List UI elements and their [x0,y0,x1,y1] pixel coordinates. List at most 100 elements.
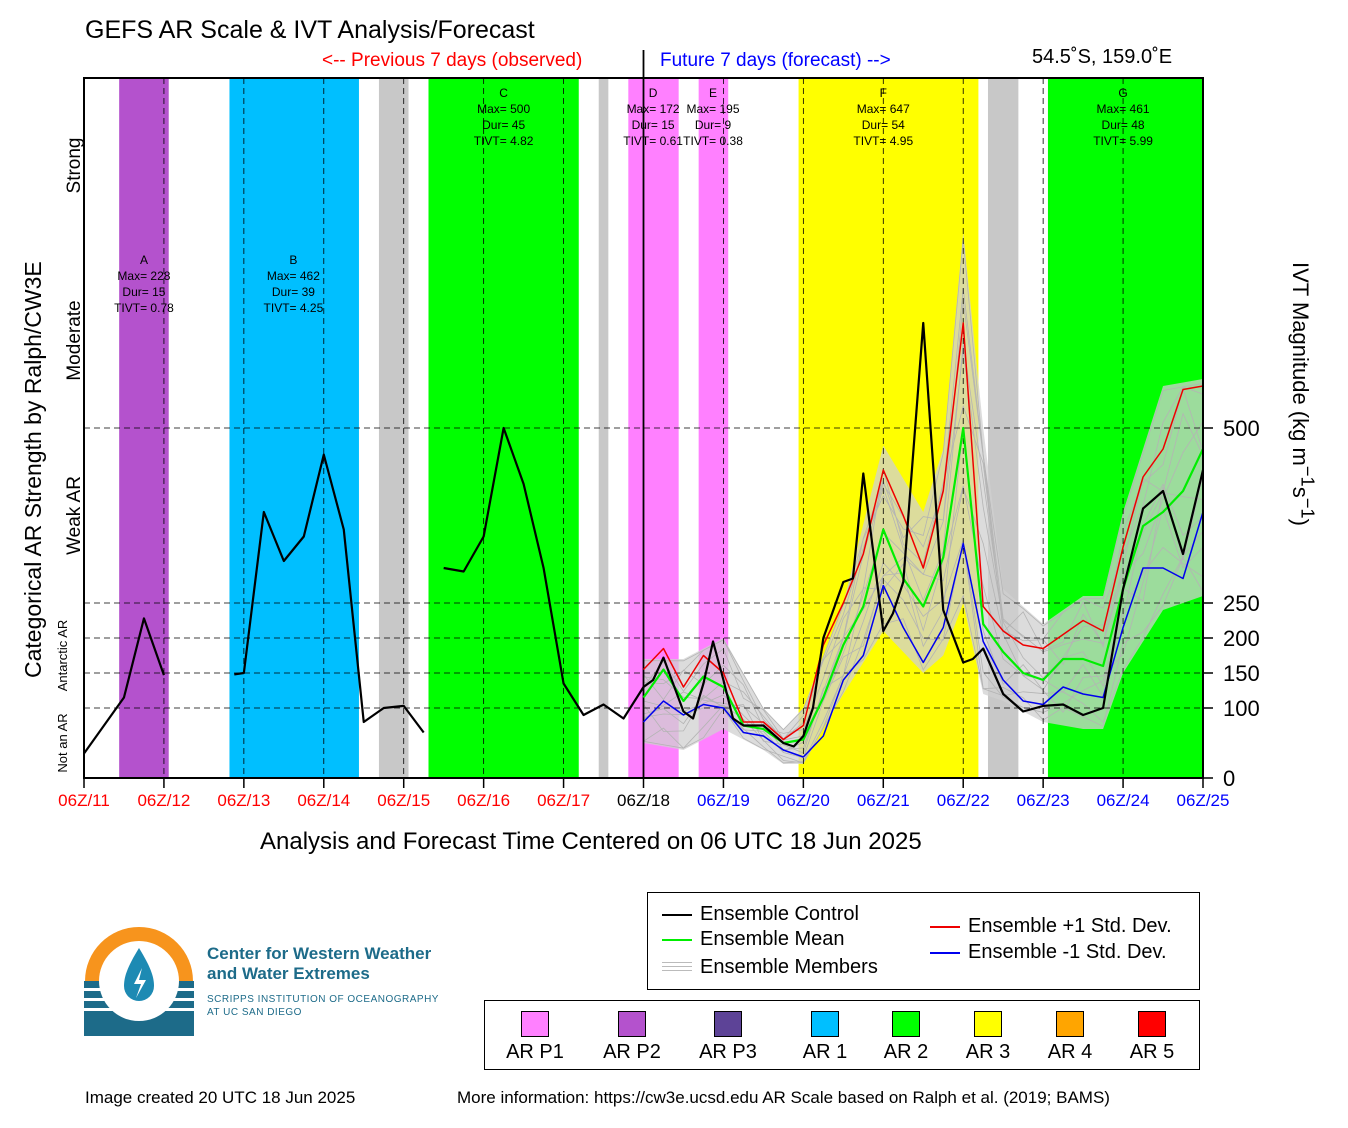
category-swatch [1056,1011,1084,1037]
member-line [643,239,1203,740]
ar-event-text: Max= 500 [477,102,530,116]
y-axis-title-right: IVT Magnitude (kg m−1s−1) [1287,262,1318,526]
y-axis-title-left: Categorical AR Strength by Ralph/CW3E [20,261,46,678]
ar-event-text: Dur= 9 [695,118,732,132]
category-label: AR 1 [802,1041,848,1063]
member-envelope [643,232,1203,764]
org-affiliation-line1: SCRIPPS INSTITUTION OF OCEANOGRAPHY [207,994,439,1005]
org-name-line1: Center for Western Weather [207,944,432,963]
ar-event-text: Max= 461 [1097,102,1150,116]
category-swatch [974,1011,1002,1037]
x-tick-label: 06Z/19 [697,791,750,810]
member-line [643,301,1203,740]
ar-event-text: Max= 172 [627,102,680,116]
legend-swatch-plus-std [930,925,960,928]
series-line-ensemble-control [443,321,1203,748]
category-label: AR 4 [1047,1041,1093,1063]
category-ar-p3: AR P3 [688,1011,768,1064]
ar-event-text: Max= 228 [117,269,170,283]
legend-item-mean: Ensemble Mean [662,928,845,951]
org-name-line2: and Water Extremes [207,964,370,983]
x-tick-label: 06Z/14 [297,791,350,810]
y-tick-label: 150 [1223,661,1260,686]
x-tick-label: 06Z/11 [58,791,110,810]
legend-swatch-minus-std [930,951,960,954]
x-tick-label: 06Z/15 [377,791,430,810]
image-created-note: Image created 20 UTC 18 Jun 2025 [85,1088,356,1107]
org-affiliation-line2: AT UC SAN DIEGO [207,1007,302,1018]
y-tick-label: 100 [1223,696,1260,721]
grid-lines [84,50,1203,778]
category-label: AR 5 [1129,1041,1175,1063]
ar-event-text: D [649,86,658,100]
y-axis-title-right-text: IVT Magnitude (kg m−1s−1) [1287,262,1318,526]
member-line [643,541,1203,764]
x-tick-label: 06Z/21 [857,791,910,810]
ar-event-text: TIVT= 0.61 [623,134,683,148]
ar-event-text: G [1118,86,1127,100]
previous-period-label: <-- Previous 7 days (observed) [322,50,583,71]
ar-event-text: TIVT= 4.95 [853,134,913,148]
y-tick-label: 0 [1223,766,1235,791]
legend-item-minus-std: Ensemble -1 Std. Dev. [930,941,1167,964]
series-line-ensemble-control [84,617,165,755]
ar-event-text: Dur= 15 [632,118,675,132]
ar-event-text: TIVT= 0.78 [114,301,174,315]
ar-event-text: C [499,86,508,100]
ar-event-text: TIVT= 4.82 [474,134,534,148]
legend-swatch-mean [662,938,692,941]
legend-swatch-control [662,913,692,916]
chart-title: GEFS AR Scale & IVT Analysis/Forecast [85,16,535,44]
y-tick-label: 250 [1223,591,1260,616]
ar-event-text: Max= 195 [687,102,740,116]
ar-event-text: Dur= 15 [122,285,165,299]
ar-event-text: TIVT= 4.25 [264,301,324,315]
category-swatch [811,1011,839,1037]
x-axis-title: Analysis and Forecast Time Centered on 0… [260,828,922,855]
legend-swatch-members [662,961,692,974]
category-swatch [618,1011,646,1037]
x-tick-label: 06Z/22 [937,791,990,810]
category-label: Moderate [64,300,85,380]
category-ar-2: AR 2 [866,1011,946,1064]
category-ar-5: AR 5 [1112,1011,1192,1064]
member-line [643,288,1203,731]
category-label: Strong [64,138,85,194]
category-ar-4: AR 4 [1030,1011,1110,1064]
category-label: AR P2 [603,1041,661,1063]
x-tick-label: 06Z/25 [1177,791,1230,810]
category-label: Antarctic AR [55,620,70,692]
category-swatch [521,1011,549,1037]
legend-label-minus-std: Ensemble -1 Std. Dev. [968,941,1167,963]
cw3e-logo [84,927,194,1036]
ar-event-text: Dur= 45 [482,118,525,132]
ar-event-text: B [289,253,297,267]
x-tick-label: 06Z/20 [777,791,830,810]
ar-event-text: E [709,86,717,100]
legend-label-plus-std: Ensemble +1 Std. Dev. [968,915,1172,937]
x-tick-label: 06Z/16 [457,791,510,810]
member-line [643,539,1203,764]
x-tick-label: 06Z/24 [1097,791,1150,810]
y-tick-label: 500 [1223,416,1260,441]
category-ar-p1: AR P1 [495,1011,575,1064]
category-ar-3: AR 3 [948,1011,1028,1064]
ar-event-text: F [880,86,887,100]
legend-item-members: Ensemble Members [662,956,878,979]
member-line [643,404,1203,734]
plot-frame [83,77,1213,788]
category-ar-1: AR 1 [785,1011,865,1064]
ar-event-text: Dur= 39 [272,285,315,299]
series-line-ensemble-mean [642,426,1203,745]
category-label: AR 2 [883,1041,929,1063]
category-label: Weak AR [64,476,85,555]
series-lines [84,321,1203,758]
axis-labels: 0 100 150 200 250 500 06Z/11 06Z/12 06Z/13 06Z/14… [55,86,1260,810]
legend-label-mean: Ensemble Mean [700,928,845,950]
legend-item-control: Ensemble Control [662,903,859,926]
ivt-chart: 0 100 150 200 250 500 06Z/11 06Z/12 06Z/13 06Z/14… [55,50,1260,810]
category-swatch [1138,1011,1166,1037]
ar-event-text: Max= 462 [267,269,320,283]
series-line-ensemble-control [234,453,425,734]
legend-label-control: Ensemble Control [700,903,859,925]
